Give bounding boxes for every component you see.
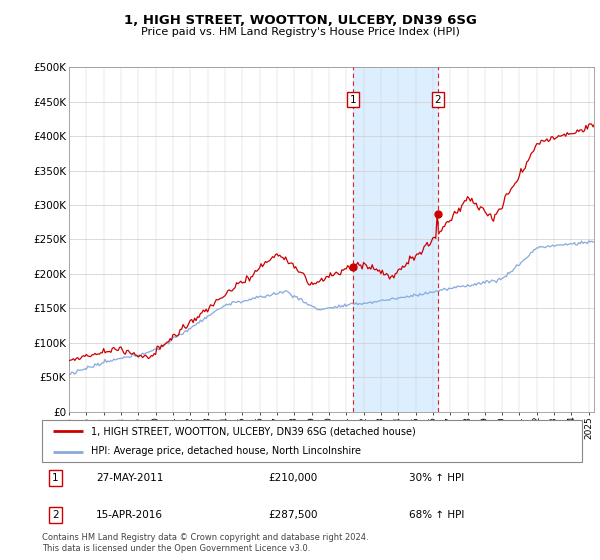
Text: Contains HM Land Registry data © Crown copyright and database right 2024.
This d: Contains HM Land Registry data © Crown c… [42,533,368,553]
FancyBboxPatch shape [42,420,582,462]
Bar [353,67,438,412]
Text: £210,000: £210,000 [269,473,318,483]
Text: 2: 2 [52,510,59,520]
Text: 15-APR-2016: 15-APR-2016 [96,510,163,520]
Text: 27-MAY-2011: 27-MAY-2011 [96,473,163,483]
Text: HPI: Average price, detached house, North Lincolnshire: HPI: Average price, detached house, Nort… [91,446,361,456]
Text: £287,500: £287,500 [269,510,319,520]
Text: 68% ↑ HPI: 68% ↑ HPI [409,510,464,520]
Text: 30% ↑ HPI: 30% ↑ HPI [409,473,464,483]
Text: 1: 1 [52,473,59,483]
Text: 1: 1 [350,95,356,105]
Text: Price paid vs. HM Land Registry's House Price Index (HPI): Price paid vs. HM Land Registry's House … [140,27,460,37]
Text: 2: 2 [434,95,441,105]
Text: 1, HIGH STREET, WOOTTON, ULCEBY, DN39 6SG: 1, HIGH STREET, WOOTTON, ULCEBY, DN39 6S… [124,14,476,27]
Text: 1, HIGH STREET, WOOTTON, ULCEBY, DN39 6SG (detached house): 1, HIGH STREET, WOOTTON, ULCEBY, DN39 6S… [91,426,415,436]
